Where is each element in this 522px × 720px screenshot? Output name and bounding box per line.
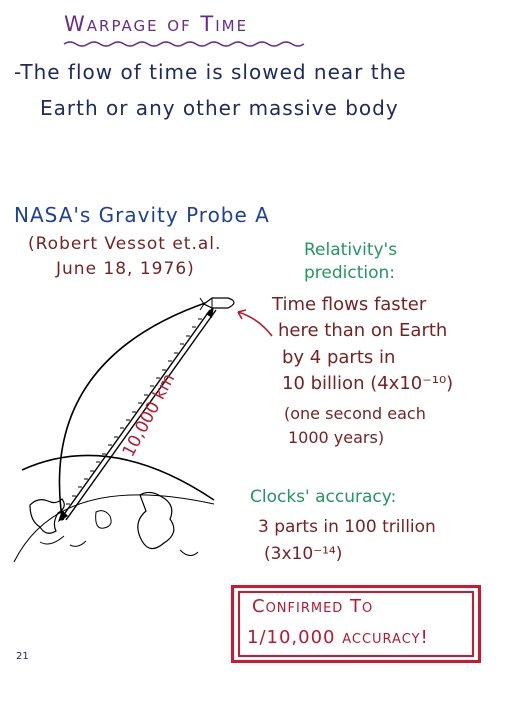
pointer-arrow: [237, 311, 273, 337]
prediction-label-line-1: Relativity's: [304, 240, 398, 260]
arrowhead-bottom: [58, 510, 68, 522]
continent-left: [29, 498, 65, 534]
continent-mid: [95, 510, 112, 529]
title-underline: [63, 41, 305, 47]
confirmation-box-inner: [238, 591, 474, 657]
confirmation-line-1: Confirmed To: [252, 596, 374, 617]
distance-line-left: [59, 309, 211, 521]
pointer-arrowhead: [237, 309, 247, 320]
rocket-icon: [199, 297, 235, 311]
prediction-line-6: 1000 years): [288, 428, 385, 447]
confirmation-box: [231, 585, 481, 663]
accuracy-line-1: 3 parts in 100 trillion: [258, 517, 436, 537]
accuracy-label: Clocks' accuracy:: [250, 487, 397, 507]
coast-strokes: [39, 535, 199, 556]
continent-right: [137, 491, 175, 550]
page-number: 21: [16, 651, 29, 662]
arrowhead-top: [206, 306, 214, 318]
experiment-authors: (Robert Vessot et.al.: [28, 234, 222, 254]
page-title: Warpage of Time: [64, 12, 249, 36]
prediction-line-1: Time flows faster: [272, 294, 427, 315]
experiment-date: June 18, 1976): [56, 259, 195, 279]
accuracy-line-2: (3x10⁻¹⁴): [264, 544, 343, 564]
prediction-line-2: here than on Earth: [278, 320, 448, 341]
prediction-label-line-2: prediction:: [304, 263, 396, 283]
distance-label: 10,000 km: [119, 370, 180, 460]
bullet-line-2: Earth or any other massive body: [40, 96, 399, 120]
prediction-line-5: (one second each: [284, 404, 426, 423]
distance-line-right: [65, 309, 217, 521]
prediction-line-3: by 4 parts in: [282, 347, 396, 368]
earth-outline: [21, 454, 215, 501]
prediction-line-4: 10 billion (4x10⁻¹⁰): [282, 373, 454, 394]
trajectory-arc: [58, 301, 209, 519]
confirmation-line-2: 1/10,000 accuracy!: [247, 627, 429, 648]
earth-horizon-inner: [13, 494, 215, 563]
bullet-line-1: -The flow of time is slowed near the: [14, 60, 407, 84]
experiment-heading: NASA's Gravity Probe A: [14, 203, 270, 227]
